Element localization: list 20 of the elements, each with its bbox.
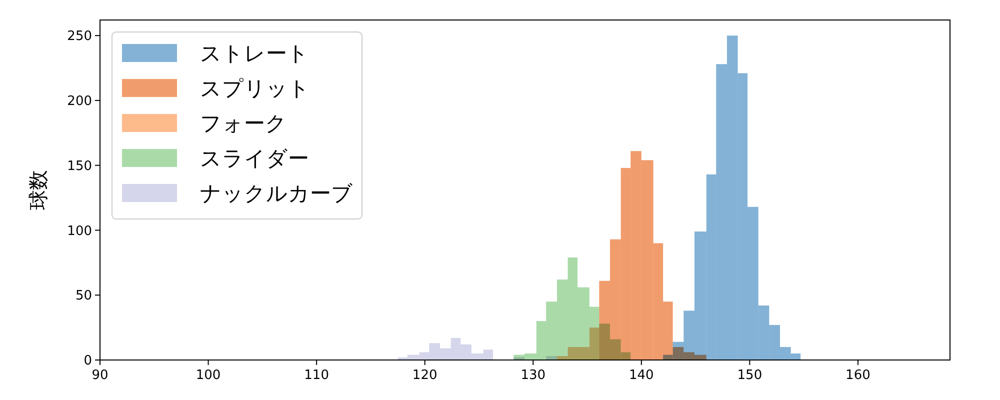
x-tick-label: 90 (92, 368, 108, 383)
y-tick-label: 200 (67, 94, 92, 110)
x-tick-label: 120 (412, 368, 438, 383)
x-tick-label: 130 (520, 368, 546, 383)
y-tick-label: 50 (75, 288, 92, 304)
legend-label: ナックルカーブ (200, 181, 353, 206)
y-tick-label: 150 (67, 158, 92, 174)
x-tick-label: 160 (846, 368, 870, 383)
y-axis-title: 球数 (26, 170, 50, 210)
y-tick-label: 250 (67, 29, 92, 44)
x-tick-label: 100 (196, 368, 221, 383)
legend-label: ストレート (200, 41, 309, 66)
legend-label: スライダー (200, 146, 309, 170)
legend-label: フォーク (200, 111, 287, 136)
x-tick-label: 110 (304, 368, 329, 383)
x-tick-label: 140 (628, 368, 654, 383)
y-tick-label: 100 (67, 224, 92, 239)
x-tick-label: 150 (737, 368, 762, 383)
legend-label: スプリット (200, 76, 310, 100)
y-tick-label: 0 (84, 354, 92, 369)
